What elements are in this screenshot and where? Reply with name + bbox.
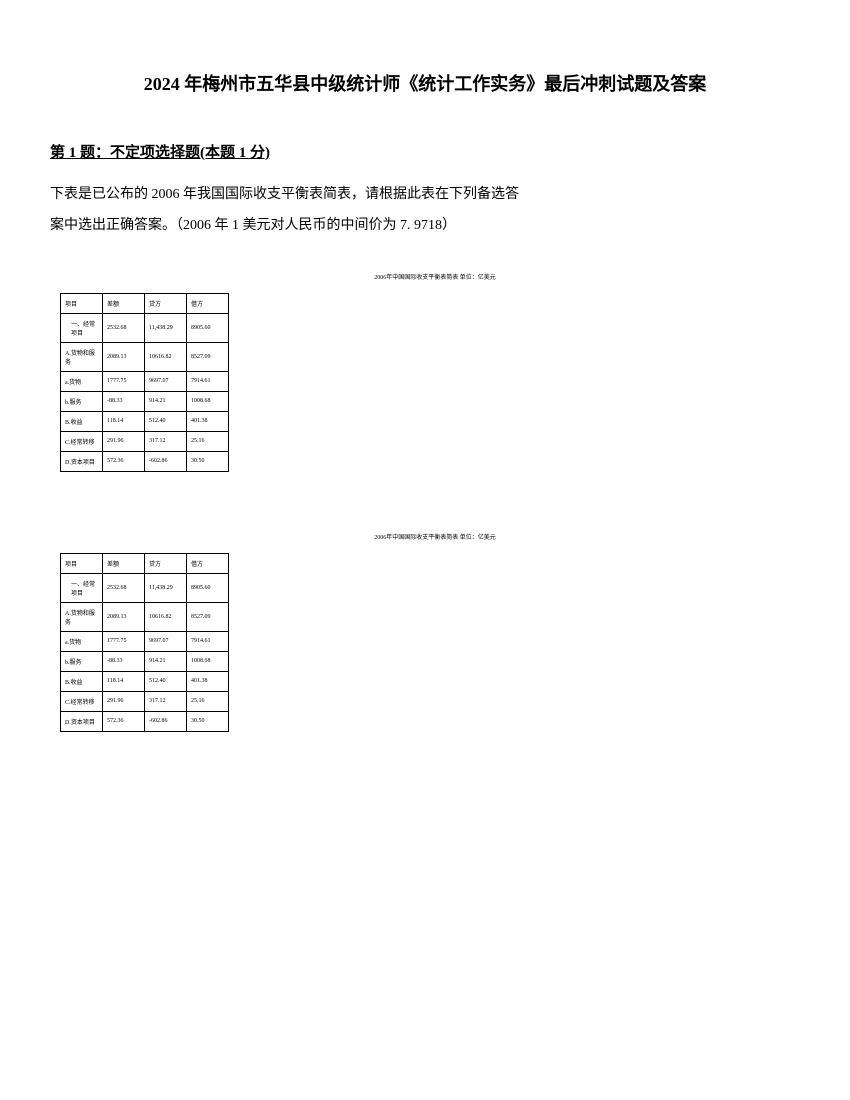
row-val: 512.40 — [145, 671, 187, 691]
row-label: 一、经常项目 — [61, 313, 103, 342]
question-text: 下表是已公布的 2006 年我国国际收支平衡表简表，请根据此表在下列备选答 案中… — [50, 180, 800, 242]
row-label: B.收益 — [61, 671, 103, 691]
row-val: 401.38 — [187, 411, 229, 431]
row-label: 一、经常项目 — [61, 573, 103, 602]
row-label: C.经常转移 — [61, 431, 103, 451]
row-val: 2089.13 — [103, 342, 145, 371]
row-label: D.资本项目 — [61, 711, 103, 731]
row-val: 2089.13 — [103, 602, 145, 631]
header-col-1: 差额 — [103, 553, 145, 573]
row-val: -88.33 — [103, 391, 145, 411]
table-row: a.货物 1777.75 9697.07 7914.61 — [61, 371, 229, 391]
row-val: 2532.68 — [103, 313, 145, 342]
table-row: 一、经常项目 2532.68 11,438.29 8905.60 — [61, 313, 229, 342]
table-row: A.货物和服务 2089.13 10616.82 8527.09 — [61, 342, 229, 371]
row-val: 8905.60 — [187, 313, 229, 342]
row-val: 7914.61 — [187, 631, 229, 651]
table-row: A.货物和服务 2089.13 10616.82 8527.09 — [61, 602, 229, 631]
row-label: A.货物和服务 — [61, 342, 103, 371]
table-row: B.收益 118.14 512.40 401.38 — [61, 671, 229, 691]
row-val: 9697.07 — [145, 631, 187, 651]
row-val: 572.36 — [103, 711, 145, 731]
row-val: 30.50 — [187, 711, 229, 731]
table-row: C.经常转移 291.96 317.12 25.16 — [61, 431, 229, 451]
document-title: 2024 年梅州市五华县中级统计师《统计工作实务》最后冲刺试题及答案 — [50, 70, 800, 96]
row-val: 914.21 — [145, 651, 187, 671]
header-col-1: 差额 — [103, 293, 145, 313]
row-label: D.资本项目 — [61, 451, 103, 471]
row-val: 11,438.29 — [145, 573, 187, 602]
row-val: -602.86 — [145, 451, 187, 471]
row-val: 317.12 — [145, 691, 187, 711]
row-val: 512.40 — [145, 411, 187, 431]
row-val: 1777.75 — [103, 631, 145, 651]
row-val: 8527.09 — [187, 602, 229, 631]
header-col-0: 项目 — [61, 293, 103, 313]
row-val: 118.14 — [103, 411, 145, 431]
row-val: 1008.68 — [187, 391, 229, 411]
row-label: b.服务 — [61, 391, 103, 411]
row-label: C.经常转移 — [61, 691, 103, 711]
row-val: 25.16 — [187, 691, 229, 711]
row-val: 118.14 — [103, 671, 145, 691]
row-val: 25.16 — [187, 431, 229, 451]
question-heading: 第 1 题：不定项选择题(本题 1 分) — [50, 141, 800, 162]
row-val: -602.86 — [145, 711, 187, 731]
table-row: b.服务 -88.33 914.21 1008.68 — [61, 391, 229, 411]
table-row: C.经常转移 291.96 317.12 25.16 — [61, 691, 229, 711]
row-val: 572.36 — [103, 451, 145, 471]
header-col-2: 贷方 — [145, 293, 187, 313]
table-header-row: 项目 差额 贷方 借方 — [61, 293, 229, 313]
row-val: 11,438.29 — [145, 313, 187, 342]
row-label: A.货物和服务 — [61, 602, 103, 631]
table-container-2: 2006年中国国际收支平衡表简表 单位：亿美元 项目 差额 贷方 借方 一、经常… — [60, 532, 800, 732]
row-val: 8527.09 — [187, 342, 229, 371]
table-row: D.资本项目 572.36 -602.86 30.50 — [61, 711, 229, 731]
table-row: b.服务 -88.33 914.21 1008.68 — [61, 651, 229, 671]
row-label: a.货物 — [61, 371, 103, 391]
row-label: B.收益 — [61, 411, 103, 431]
header-col-0: 项目 — [61, 553, 103, 573]
table-container-1: 2006年中国国际收支平衡表简表 单位：亿美元 项目 差额 贷方 借方 一、经常… — [60, 272, 800, 472]
header-col-2: 贷方 — [145, 553, 187, 573]
table-row: 一、经常项目 2532.68 11,438.29 8905.60 — [61, 573, 229, 602]
row-val: 291.96 — [103, 431, 145, 451]
row-label: b.服务 — [61, 651, 103, 671]
row-val: 401.38 — [187, 671, 229, 691]
row-val: 9697.07 — [145, 371, 187, 391]
row-val: 30.50 — [187, 451, 229, 471]
row-val: 10616.82 — [145, 342, 187, 371]
row-val: 291.96 — [103, 691, 145, 711]
table-row: a.货物 1777.75 9697.07 7914.61 — [61, 631, 229, 651]
header-col-3: 借方 — [187, 293, 229, 313]
question-line-2: 案中选出正确答案。（2006 年 1 美元对人民币的中间价为 7. 9718） — [50, 218, 456, 233]
row-val: 317.12 — [145, 431, 187, 451]
table-row: B.收益 118.14 512.40 401.38 — [61, 411, 229, 431]
row-val: 2532.68 — [103, 573, 145, 602]
row-val: 10616.82 — [145, 602, 187, 631]
table-header-row: 项目 差额 贷方 借方 — [61, 553, 229, 573]
row-val: 1777.75 — [103, 371, 145, 391]
question-line-1: 下表是已公布的 2006 年我国国际收支平衡表简表，请根据此表在下列备选答 — [50, 187, 519, 202]
data-table-1: 项目 差额 贷方 借方 一、经常项目 2532.68 11,438.29 890… — [60, 293, 229, 472]
row-val: 914.21 — [145, 391, 187, 411]
row-val: 8905.60 — [187, 573, 229, 602]
header-col-3: 借方 — [187, 553, 229, 573]
table-row: D.资本项目 572.36 -602.86 30.50 — [61, 451, 229, 471]
row-val: 1008.68 — [187, 651, 229, 671]
row-val: -88.33 — [103, 651, 145, 671]
row-val: 7914.61 — [187, 371, 229, 391]
data-table-2: 项目 差额 贷方 借方 一、经常项目 2532.68 11,438.29 890… — [60, 553, 229, 732]
row-label: a.货物 — [61, 631, 103, 651]
table-title-1: 2006年中国国际收支平衡表简表 单位：亿美元 — [60, 272, 800, 281]
table-title-2: 2006年中国国际收支平衡表简表 单位：亿美元 — [60, 532, 800, 541]
